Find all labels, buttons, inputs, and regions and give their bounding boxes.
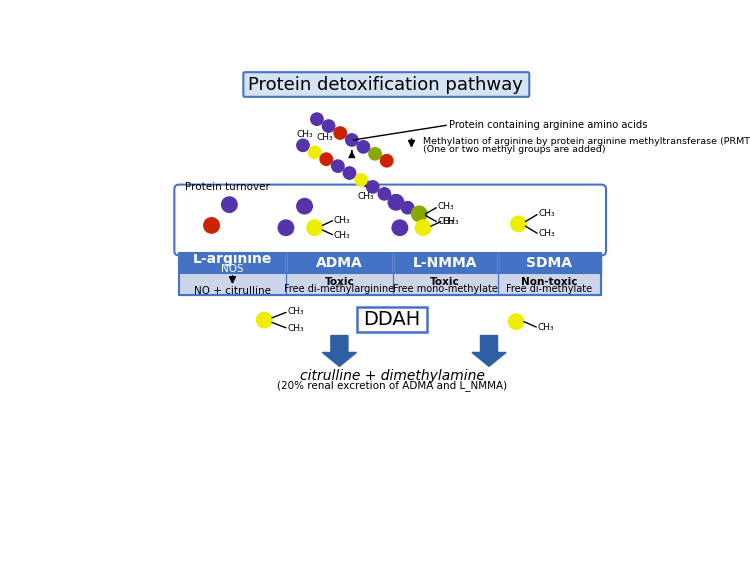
Text: Protein detoxification pathway: Protein detoxification pathway	[248, 75, 524, 93]
Bar	[286, 273, 393, 294]
Circle shape	[509, 314, 524, 329]
Text: Toxic: Toxic	[325, 276, 354, 287]
Circle shape	[378, 187, 391, 200]
Text: NO + citrulline: NO + citrulline	[194, 286, 271, 296]
Circle shape	[204, 218, 219, 233]
Circle shape	[308, 146, 321, 158]
Bar	[393, 253, 497, 273]
Text: (One or two methyl groups are added): (One or two methyl groups are added)	[423, 145, 606, 154]
Polygon shape	[322, 336, 356, 367]
FancyBboxPatch shape	[243, 72, 530, 97]
Text: CH₃: CH₃	[334, 216, 350, 225]
Text: CH₃: CH₃	[538, 323, 554, 332]
Bar	[286, 253, 393, 273]
Circle shape	[320, 153, 332, 166]
Text: CH₃: CH₃	[287, 324, 304, 333]
Circle shape	[332, 160, 344, 172]
Circle shape	[412, 206, 427, 222]
FancyBboxPatch shape	[357, 307, 427, 332]
Circle shape	[222, 197, 237, 212]
Circle shape	[297, 199, 312, 214]
Circle shape	[401, 202, 414, 214]
Text: CH₃: CH₃	[357, 191, 374, 200]
Bar	[393, 273, 497, 294]
Text: Protein turnover: Protein turnover	[185, 182, 270, 192]
Circle shape	[357, 141, 370, 153]
FancyBboxPatch shape	[174, 185, 606, 256]
Text: citrulline + dimethylamine: citrulline + dimethylamine	[300, 369, 484, 383]
Circle shape	[416, 220, 430, 235]
Circle shape	[297, 139, 309, 151]
Text: Free di-methylate: Free di-methylate	[506, 284, 592, 294]
Text: CH₃: CH₃	[442, 217, 459, 226]
Text: Methylation of arginine by protein arginine methyltransferase (PRMT): Methylation of arginine by protein argin…	[423, 137, 750, 146]
Circle shape	[367, 181, 379, 193]
Text: CH₃: CH₃	[437, 217, 454, 226]
Text: L-NMMA: L-NMMA	[413, 256, 478, 270]
Bar	[497, 253, 602, 273]
Text: CH₃: CH₃	[316, 133, 333, 142]
Circle shape	[511, 216, 526, 231]
Circle shape	[278, 220, 294, 235]
Circle shape	[344, 167, 355, 179]
Bar	[497, 273, 602, 294]
Circle shape	[369, 148, 381, 160]
Circle shape	[322, 120, 334, 132]
Circle shape	[380, 155, 393, 167]
Circle shape	[355, 174, 368, 186]
Text: CH₃: CH₃	[538, 209, 555, 218]
Text: ADMA: ADMA	[316, 256, 363, 270]
Text: CH₃: CH₃	[334, 231, 350, 240]
Circle shape	[334, 127, 346, 139]
Text: L-arginine: L-arginine	[193, 252, 272, 266]
Circle shape	[256, 312, 272, 328]
Text: Protein containing arginine amino acids: Protein containing arginine amino acids	[448, 120, 647, 130]
Text: CH₃: CH₃	[287, 307, 304, 316]
Circle shape	[413, 208, 425, 221]
Text: Free di-methylarginine: Free di-methylarginine	[284, 284, 394, 294]
Polygon shape	[472, 336, 506, 367]
Circle shape	[390, 195, 402, 207]
Bar	[179, 273, 286, 294]
Text: Free mono-methylate: Free mono-methylate	[393, 284, 498, 294]
Text: Toxic: Toxic	[430, 276, 460, 287]
Text: Non-toxic: Non-toxic	[521, 276, 578, 287]
Text: (20% renal excretion of ADMA and L_NMMA): (20% renal excretion of ADMA and L_NMMA)	[277, 380, 507, 391]
Bar	[179, 253, 286, 273]
Text: DDAH: DDAH	[364, 310, 421, 329]
Circle shape	[307, 220, 322, 235]
Text: CH₃: CH₃	[297, 130, 314, 139]
Circle shape	[346, 134, 358, 146]
Text: SDMA: SDMA	[526, 256, 572, 270]
Circle shape	[388, 195, 404, 210]
Circle shape	[392, 220, 408, 235]
Text: CH₃: CH₃	[437, 203, 454, 212]
Text: NOS: NOS	[221, 264, 244, 274]
Text: CH₃: CH₃	[538, 229, 555, 238]
Circle shape	[310, 113, 323, 126]
